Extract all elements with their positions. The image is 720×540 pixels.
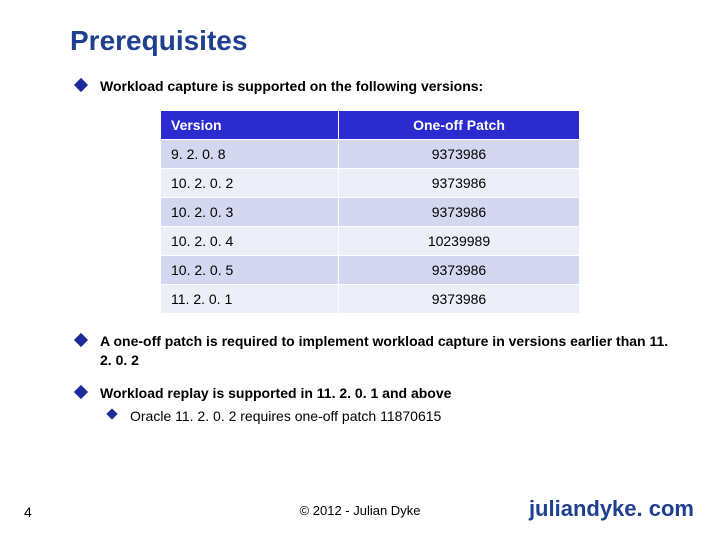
bullet-item: Workload replay is supported in 11. 2. 0… <box>70 384 670 426</box>
diamond-bullet-icon <box>74 385 88 399</box>
cell-patch: 9373986 <box>338 255 579 284</box>
cell-version: 10. 2. 0. 3 <box>161 197 339 226</box>
table-header-row: Version One-off Patch <box>161 110 580 139</box>
cell-patch: 9373986 <box>338 139 579 168</box>
version-table-wrap: Version One-off Patch 9. 2. 0. 893739861… <box>160 110 580 314</box>
cell-patch: 9373986 <box>338 168 579 197</box>
cell-version: 10. 2. 0. 2 <box>161 168 339 197</box>
diamond-bullet-icon <box>106 408 117 419</box>
cell-patch: 9373986 <box>338 284 579 313</box>
cell-version: 10. 2. 0. 4 <box>161 226 339 255</box>
diamond-bullet-icon <box>74 333 88 347</box>
col-patch: One-off Patch <box>338 110 579 139</box>
table-row: 9. 2. 0. 89373986 <box>161 139 580 168</box>
table-row: 10. 2. 0. 29373986 <box>161 168 580 197</box>
bullet-item: A one-off patch is required to implement… <box>70 332 670 370</box>
slide-title: Prerequisites <box>70 25 670 57</box>
col-version: Version <box>161 110 339 139</box>
cell-patch: 9373986 <box>338 197 579 226</box>
cell-version: 10. 2. 0. 5 <box>161 255 339 284</box>
bullet-text: A one-off patch is required to implement… <box>100 333 668 368</box>
bullet-item: Workload capture is supported on the fol… <box>70 77 670 96</box>
sub-bullet-item: Oracle 11. 2. 0. 2 requires one-off patc… <box>100 407 670 426</box>
bullet-text: Workload capture is supported on the fol… <box>100 78 483 94</box>
site-url: juliandyke. com <box>529 496 694 522</box>
bullet-list-2: A one-off patch is required to implement… <box>70 332 670 426</box>
table-row: 10. 2. 0. 39373986 <box>161 197 580 226</box>
version-table: Version One-off Patch 9. 2. 0. 893739861… <box>160 110 580 314</box>
table-row: 10. 2. 0. 410239989 <box>161 226 580 255</box>
cell-patch: 10239989 <box>338 226 579 255</box>
bullet-text: Workload replay is supported in 11. 2. 0… <box>100 385 451 401</box>
bullet-list: Workload capture is supported on the fol… <box>70 77 670 96</box>
cell-version: 9. 2. 0. 8 <box>161 139 339 168</box>
diamond-bullet-icon <box>74 78 88 92</box>
cell-version: 11. 2. 0. 1 <box>161 284 339 313</box>
table-row: 11. 2. 0. 19373986 <box>161 284 580 313</box>
sub-bullet-text: Oracle 11. 2. 0. 2 requires one-off patc… <box>130 408 441 424</box>
table-row: 10. 2. 0. 59373986 <box>161 255 580 284</box>
table-body: 9. 2. 0. 8937398610. 2. 0. 2937398610. 2… <box>161 139 580 313</box>
